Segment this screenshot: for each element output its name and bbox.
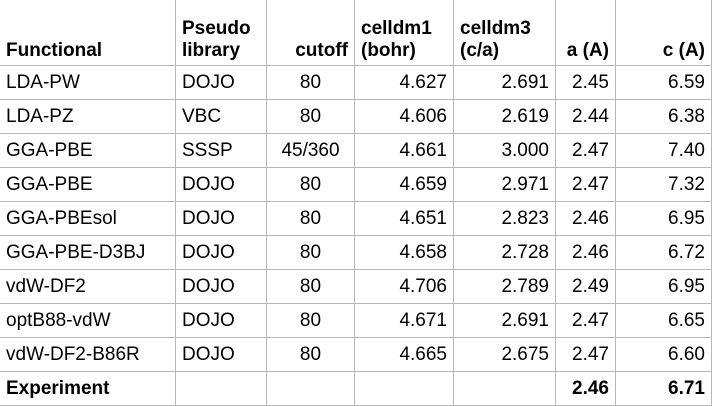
cell-pseudo: DOJO — [175, 337, 267, 372]
table-header: Functional Pseudo library cutoff celldm1… — [0, 0, 712, 66]
cell-pseudo: DOJO — [175, 235, 267, 270]
cell-functional: vdW-DF2 — [0, 269, 176, 304]
cell-experiment-label: Experiment — [0, 371, 176, 406]
cell-c: 6.72 — [615, 235, 712, 270]
header-pseudo-library: Pseudo library — [175, 0, 267, 66]
cell-celldm1: 4.606 — [354, 99, 454, 134]
cell-cutoff: 80 — [266, 337, 355, 372]
table-row: GGA-PBE SSSP 45/360 4.661 3.000 2.47 7.4… — [0, 133, 712, 168]
cell-functional: optB88-vdW — [0, 303, 176, 338]
cell-a: 2.49 — [555, 269, 616, 304]
cell-c: 6.60 — [615, 337, 712, 372]
cell-c: 7.40 — [615, 133, 712, 168]
cell-celldm1-empty — [354, 371, 454, 406]
cell-c: 6.95 — [615, 269, 712, 304]
cell-a: 2.47 — [555, 337, 616, 372]
cell-celldm3: 2.619 — [453, 99, 556, 134]
cell-cutoff: 80 — [266, 201, 355, 236]
cell-pseudo: DOJO — [175, 303, 267, 338]
cell-cutoff: 80 — [266, 269, 355, 304]
header-row: Functional Pseudo library cutoff celldm1… — [0, 0, 712, 66]
experiment-row: Experiment 2.46 6.71 — [0, 371, 712, 406]
cell-pseudo: DOJO — [175, 201, 267, 236]
cell-a: 2.44 — [555, 99, 616, 134]
cell-a: 2.45 — [555, 65, 616, 100]
cell-a: 2.47 — [555, 133, 616, 168]
cell-functional: GGA-PBE — [0, 133, 176, 168]
cell-celldm1: 4.671 — [354, 303, 454, 338]
cell-cutoff-empty — [266, 371, 355, 406]
table-row: LDA-PW DOJO 80 4.627 2.691 2.45 6.59 — [0, 65, 712, 100]
cell-functional: GGA-PBEsol — [0, 201, 176, 236]
cell-celldm1: 4.658 — [354, 235, 454, 270]
cell-celldm1: 4.627 — [354, 65, 454, 100]
cell-c: 7.32 — [615, 167, 712, 202]
table-row: GGA-PBEsol DOJO 80 4.651 2.823 2.46 6.95 — [0, 201, 712, 236]
cell-celldm3: 2.691 — [453, 65, 556, 100]
cell-c: 6.38 — [615, 99, 712, 134]
header-functional: Functional — [0, 0, 176, 66]
cell-cutoff: 80 — [266, 303, 355, 338]
cell-experiment-c: 6.71 — [615, 371, 712, 406]
table-row: LDA-PZ VBC 80 4.606 2.619 2.44 6.38 — [0, 99, 712, 134]
cell-c: 6.65 — [615, 303, 712, 338]
cell-c: 6.59 — [615, 65, 712, 100]
cell-c: 6.95 — [615, 201, 712, 236]
cell-celldm3: 2.789 — [453, 269, 556, 304]
cell-functional: LDA-PW — [0, 65, 176, 100]
cell-celldm3: 2.675 — [453, 337, 556, 372]
table-row: optB88-vdW DOJO 80 4.671 2.691 2.47 6.65 — [0, 303, 712, 338]
cell-pseudo: DOJO — [175, 167, 267, 202]
cell-cutoff: 80 — [266, 65, 355, 100]
cell-celldm1: 4.706 — [354, 269, 454, 304]
cell-a: 2.47 — [555, 167, 616, 202]
cell-functional: GGA-PBE — [0, 167, 176, 202]
cell-cutoff: 80 — [266, 167, 355, 202]
cell-pseudo: SSSP — [175, 133, 267, 168]
table-row: GGA-PBE DOJO 80 4.659 2.971 2.47 7.32 — [0, 167, 712, 202]
cell-celldm3-empty — [453, 371, 556, 406]
cell-celldm3: 2.823 — [453, 201, 556, 236]
cell-a: 2.47 — [555, 303, 616, 338]
cell-celldm3: 2.728 — [453, 235, 556, 270]
cell-pseudo: VBC — [175, 99, 267, 134]
header-cutoff: cutoff — [266, 0, 355, 66]
header-c: c (A) — [615, 0, 712, 66]
cell-a: 2.46 — [555, 235, 616, 270]
cell-pseudo: DOJO — [175, 269, 267, 304]
table-row: GGA-PBE-D3BJ DOJO 80 4.658 2.728 2.46 6.… — [0, 235, 712, 270]
header-celldm3: celldm3 (c/a) — [453, 0, 556, 66]
header-a: a (A) — [555, 0, 616, 66]
cell-cutoff: 45/360 — [266, 133, 355, 168]
cell-cutoff: 80 — [266, 235, 355, 270]
header-celldm1: celldm1 (bohr) — [354, 0, 454, 66]
table-body: LDA-PW DOJO 80 4.627 2.691 2.45 6.59 LDA… — [0, 65, 712, 406]
cell-celldm1: 4.661 — [354, 133, 454, 168]
cell-a: 2.46 — [555, 201, 616, 236]
cell-celldm1: 4.659 — [354, 167, 454, 202]
cell-celldm3: 2.971 — [453, 167, 556, 202]
cell-pseudo-empty — [175, 371, 267, 406]
cell-celldm3: 3.000 — [453, 133, 556, 168]
cell-celldm1: 4.665 — [354, 337, 454, 372]
cell-celldm1: 4.651 — [354, 201, 454, 236]
cell-celldm3: 2.691 — [453, 303, 556, 338]
cell-functional: vdW-DF2-B86R — [0, 337, 176, 372]
cell-functional: LDA-PZ — [0, 99, 176, 134]
cell-experiment-a: 2.46 — [555, 371, 616, 406]
table-row: vdW-DF2-B86R DOJO 80 4.665 2.675 2.47 6.… — [0, 337, 712, 372]
cell-functional: GGA-PBE-D3BJ — [0, 235, 176, 270]
table-row: vdW-DF2 DOJO 80 4.706 2.789 2.49 6.95 — [0, 269, 712, 304]
cell-cutoff: 80 — [266, 99, 355, 134]
cell-pseudo: DOJO — [175, 65, 267, 100]
